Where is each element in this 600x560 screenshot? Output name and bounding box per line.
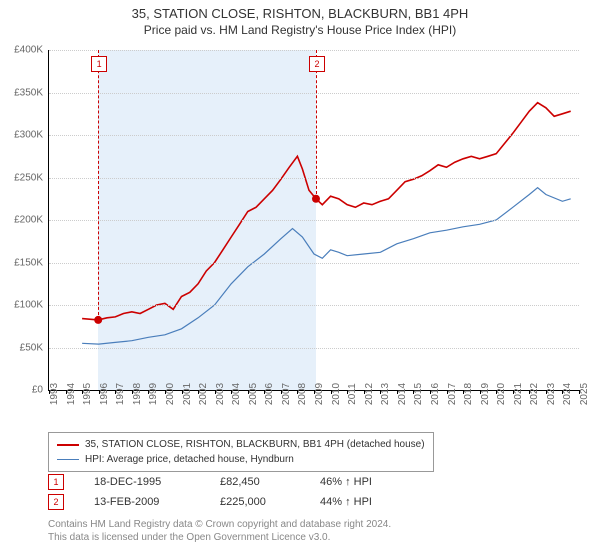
x-axis-label: 2012 (364, 383, 375, 405)
x-axis-label: 1997 (115, 383, 126, 405)
table-row: 1 18-DEC-1995 £82,450 46% ↑ HPI (48, 474, 400, 490)
x-axis-label: 2000 (165, 383, 176, 405)
attribution-line: This data is licensed under the Open Gov… (48, 531, 391, 544)
x-axis-label: 1999 (148, 383, 159, 405)
y-axis-label: £400K (14, 45, 43, 56)
transaction-marker-icon: 1 (48, 474, 64, 490)
x-axis-label: 1996 (99, 383, 110, 405)
legend-label: 35, STATION CLOSE, RISHTON, BLACKBURN, B… (85, 437, 425, 452)
title-block: 35, STATION CLOSE, RISHTON, BLACKBURN, B… (0, 0, 600, 37)
x-axis-label: 2010 (331, 383, 342, 405)
x-axis-label: 2001 (182, 383, 193, 405)
attribution-line: Contains HM Land Registry data © Crown c… (48, 518, 391, 531)
x-axis-label: 2006 (264, 383, 275, 405)
legend-swatch (57, 444, 79, 446)
x-axis-label: 2019 (480, 383, 491, 405)
x-axis-label: 2008 (297, 383, 308, 405)
x-axis-label: 2016 (430, 383, 441, 405)
x-axis-label: 2002 (198, 383, 209, 405)
transaction-hpi: 46% ↑ HPI (320, 476, 400, 488)
table-row: 2 13-FEB-2009 £225,000 44% ↑ HPI (48, 494, 400, 510)
transaction-marker-icon: 2 (48, 494, 64, 510)
transaction-date: 18-DEC-1995 (94, 476, 190, 488)
y-axis-label: £350K (14, 87, 43, 98)
x-axis-label: 2023 (546, 383, 557, 405)
x-axis-label: 2009 (314, 383, 325, 405)
legend-label: HPI: Average price, detached house, Hynd… (85, 452, 294, 467)
plot-area: £0£50K£100K£150K£200K£250K£300K£350K£400… (48, 50, 579, 391)
x-axis-label: 2003 (215, 383, 226, 405)
x-axis-label: 2024 (562, 383, 573, 405)
y-axis-label: £50K (20, 342, 43, 353)
y-axis-label: £100K (14, 300, 43, 311)
y-axis-label: £200K (14, 215, 43, 226)
x-axis-label: 1993 (49, 383, 60, 405)
y-axis-label: £0 (32, 385, 43, 396)
x-axis-label: 2011 (347, 383, 358, 405)
y-axis-label: £250K (14, 172, 43, 183)
x-axis-label: 2017 (447, 383, 458, 405)
x-axis-label: 2007 (281, 383, 292, 405)
chart-container: 35, STATION CLOSE, RISHTON, BLACKBURN, B… (0, 0, 600, 560)
x-axis-label: 2004 (231, 383, 242, 405)
transactions-table: 1 18-DEC-1995 £82,450 46% ↑ HPI 2 13-FEB… (48, 474, 400, 514)
x-axis-label: 2005 (248, 383, 259, 405)
transaction-price: £82,450 (220, 476, 290, 488)
legend-item: HPI: Average price, detached house, Hynd… (57, 452, 425, 467)
y-axis-label: £300K (14, 130, 43, 141)
x-axis-label: 2022 (529, 383, 540, 405)
x-axis-label: 2025 (579, 383, 590, 405)
legend-item: 35, STATION CLOSE, RISHTON, BLACKBURN, B… (57, 437, 425, 452)
attribution-text: Contains HM Land Registry data © Crown c… (48, 518, 391, 544)
chart-title: 35, STATION CLOSE, RISHTON, BLACKBURN, B… (0, 6, 600, 21)
x-axis-label: 2020 (496, 383, 507, 405)
transaction-date: 13-FEB-2009 (94, 496, 190, 508)
transaction-marker-icon: 2 (309, 56, 325, 72)
legend-swatch (57, 459, 79, 460)
x-axis-label: 2015 (413, 383, 424, 405)
x-axis-label: 1998 (132, 383, 143, 405)
x-axis-label: 2013 (380, 383, 391, 405)
chart-subtitle: Price paid vs. HM Land Registry's House … (0, 23, 600, 37)
x-axis-label: 1995 (82, 383, 93, 405)
x-axis-label: 2018 (463, 383, 474, 405)
legend: 35, STATION CLOSE, RISHTON, BLACKBURN, B… (48, 432, 434, 472)
x-axis-label: 1994 (66, 383, 77, 405)
y-axis-label: £150K (14, 257, 43, 268)
transaction-price: £225,000 (220, 496, 290, 508)
x-axis-label: 2021 (513, 383, 524, 405)
transaction-hpi: 44% ↑ HPI (320, 496, 400, 508)
x-axis-label: 2014 (397, 383, 408, 405)
transaction-marker-icon: 1 (91, 56, 107, 72)
